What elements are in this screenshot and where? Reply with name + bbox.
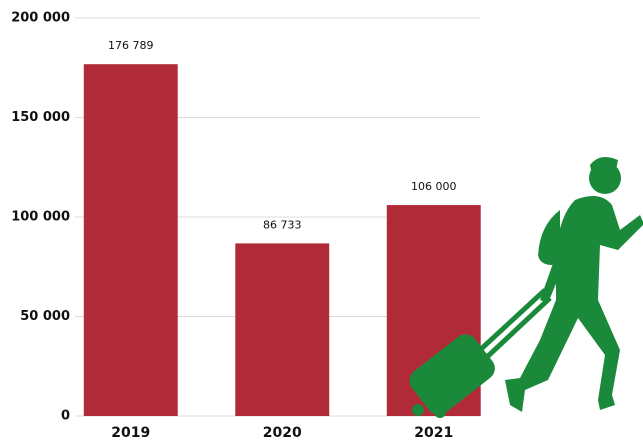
y-tick-label: 150 000 (11, 110, 70, 125)
y-tick-label: 50 000 (20, 309, 70, 324)
x-tick-label: 2020 (263, 425, 302, 441)
value-label: 86 733 (263, 218, 302, 231)
bar (83, 64, 178, 417)
value-label: 176 789 (108, 39, 154, 52)
y-tick-label: 100 000 (11, 210, 70, 225)
traveler-silhouette (409, 156, 643, 418)
x-tick-label: 2021 (414, 425, 453, 441)
y-tick-label: 200 000 (11, 11, 70, 26)
y-tick-label: 0 (61, 409, 70, 424)
value-label: 106 000 (411, 180, 457, 193)
x-tick-label: 2019 (111, 425, 150, 441)
bar (235, 243, 330, 416)
